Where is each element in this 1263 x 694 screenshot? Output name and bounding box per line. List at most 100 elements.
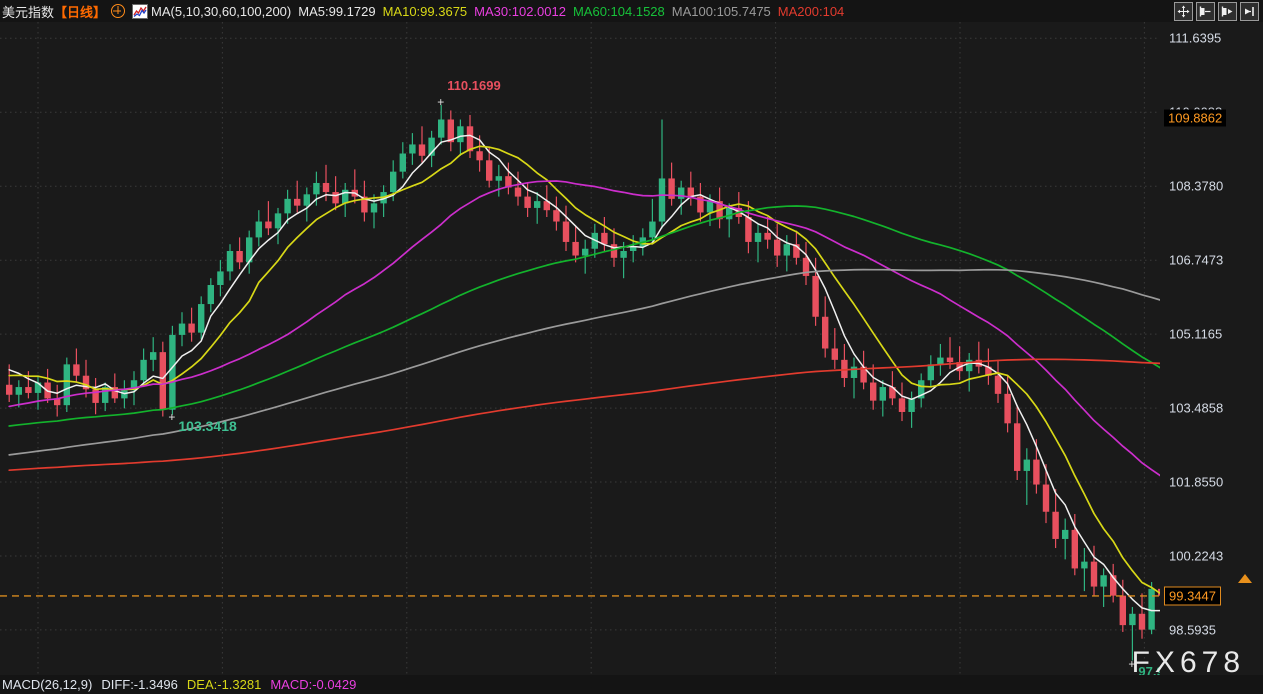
candle-body (562, 221, 570, 242)
candle-body (246, 237, 253, 263)
candle-body (361, 196, 368, 213)
candle-body (438, 119, 445, 138)
candle-body (582, 248, 589, 256)
candle-body (1062, 529, 1069, 539)
axis-tick: 106.7473 (1169, 252, 1224, 268)
candle-body (1148, 588, 1155, 630)
candle-body (1042, 484, 1050, 512)
macd-title: MACD(26,12,9) (2, 677, 93, 692)
align-left-icon[interactable] (1196, 2, 1215, 21)
candle-body (486, 160, 493, 181)
candle-body (332, 192, 339, 204)
symbol-name: 美元指数 (2, 4, 55, 20)
candle-body (870, 382, 877, 401)
candle-body (54, 398, 61, 406)
circled-plus-icon[interactable] (111, 4, 126, 18)
candle-body (524, 196, 531, 208)
candle-body (505, 176, 512, 188)
axis-tick: 108.3780 (1169, 178, 1224, 194)
high-annotation: 110.1699 (447, 77, 501, 93)
axis-tick: 98.5935 (1169, 622, 1216, 638)
ma-line-ma100 (8, 268, 1160, 456)
candle-body (217, 271, 224, 286)
macd-indicator-bar: MACD(26,12,9) DIFF:-1.3496 DEA:-1.3281 M… (0, 675, 1263, 694)
axis-price-arrow-icon (1238, 573, 1252, 583)
candle-body (476, 151, 483, 161)
ma200-readout: MA200:104 (777, 3, 845, 19)
candle-body (159, 352, 166, 410)
candle-body (726, 207, 733, 220)
ma60-readout: MA60:104.1528 (572, 3, 665, 19)
axis-current-price[interactable]: 99.3447 (1164, 586, 1221, 606)
candle-body (1110, 575, 1117, 596)
candle-body (92, 389, 99, 403)
candle-body (102, 387, 109, 403)
candle-body (601, 232, 608, 245)
ma-config-label: MA(5,10,30,60,100,200) (151, 3, 292, 19)
candle-body (658, 178, 666, 222)
candle-body (1081, 561, 1088, 569)
macd-dea: DEA:-1.3281 (186, 677, 262, 692)
candle-body (543, 201, 550, 211)
candle-body (294, 198, 301, 206)
price-axis[interactable]: 111.6395110.0088108.3780106.7473105.1165… (1160, 22, 1263, 675)
candle-body (783, 244, 790, 256)
axis-tick: 100.2243 (1169, 548, 1224, 564)
candle-body (850, 366, 858, 378)
candle-body (63, 364, 70, 406)
candle-body (764, 232, 771, 240)
candle-body (73, 364, 80, 376)
candle-body (1004, 393, 1011, 424)
candle-body (1033, 459, 1040, 485)
candle-body (303, 194, 310, 206)
candle-body (860, 366, 867, 383)
candle-body (620, 251, 627, 258)
candle-body (553, 210, 560, 222)
ma-line-ma10 (8, 145, 1160, 595)
high-annotation-marker: + (437, 94, 445, 109)
candle-body (226, 251, 234, 272)
candle-body (793, 244, 800, 258)
candle-body (169, 334, 176, 410)
candle-body (447, 119, 454, 143)
candle-body (889, 387, 896, 399)
candle-body (198, 304, 205, 333)
axis-tick: 111.6395 (1169, 30, 1222, 46)
candle-body (908, 398, 915, 412)
axis-tick: 101.8550 (1169, 474, 1224, 490)
candle-body (6, 384, 13, 395)
price-plot-area[interactable]: 110.1699+97.9229+103.3418+ (0, 22, 1185, 679)
candle-body (130, 380, 138, 391)
candle-body (668, 178, 675, 199)
axis-highlight-label: 109.8862 (1164, 109, 1227, 127)
candle-body (236, 251, 243, 263)
candle-body (994, 375, 1002, 394)
candle-body (879, 387, 886, 401)
jump-end-icon[interactable] (1240, 2, 1259, 21)
candle-body (418, 144, 426, 156)
candle-body (25, 387, 32, 393)
candle-body (466, 126, 474, 152)
candle-body (678, 187, 685, 199)
candle-body (1014, 423, 1021, 471)
candle-body (255, 221, 262, 238)
candle-body (342, 189, 349, 204)
ma-line-ma30 (8, 180, 1160, 477)
candle-body (265, 221, 272, 229)
align-right-icon[interactable] (1218, 2, 1237, 21)
crosshair-expand-icon[interactable] (1174, 2, 1193, 21)
mini-chart-icon[interactable] (132, 3, 149, 19)
axis-tick: 103.4858 (1169, 400, 1224, 416)
ma10-readout: MA10:99.3675 (382, 3, 468, 19)
candle-body (898, 398, 906, 412)
candle-body (1119, 595, 1126, 626)
candle-body (774, 239, 781, 256)
candle-body (927, 364, 934, 381)
grid-layer (0, 22, 1160, 675)
candle-body (754, 232, 762, 242)
candle-body (178, 323, 186, 335)
candle-body (409, 144, 416, 154)
candle-body (918, 380, 925, 399)
candle-body (188, 323, 195, 333)
candle-body (514, 187, 522, 197)
